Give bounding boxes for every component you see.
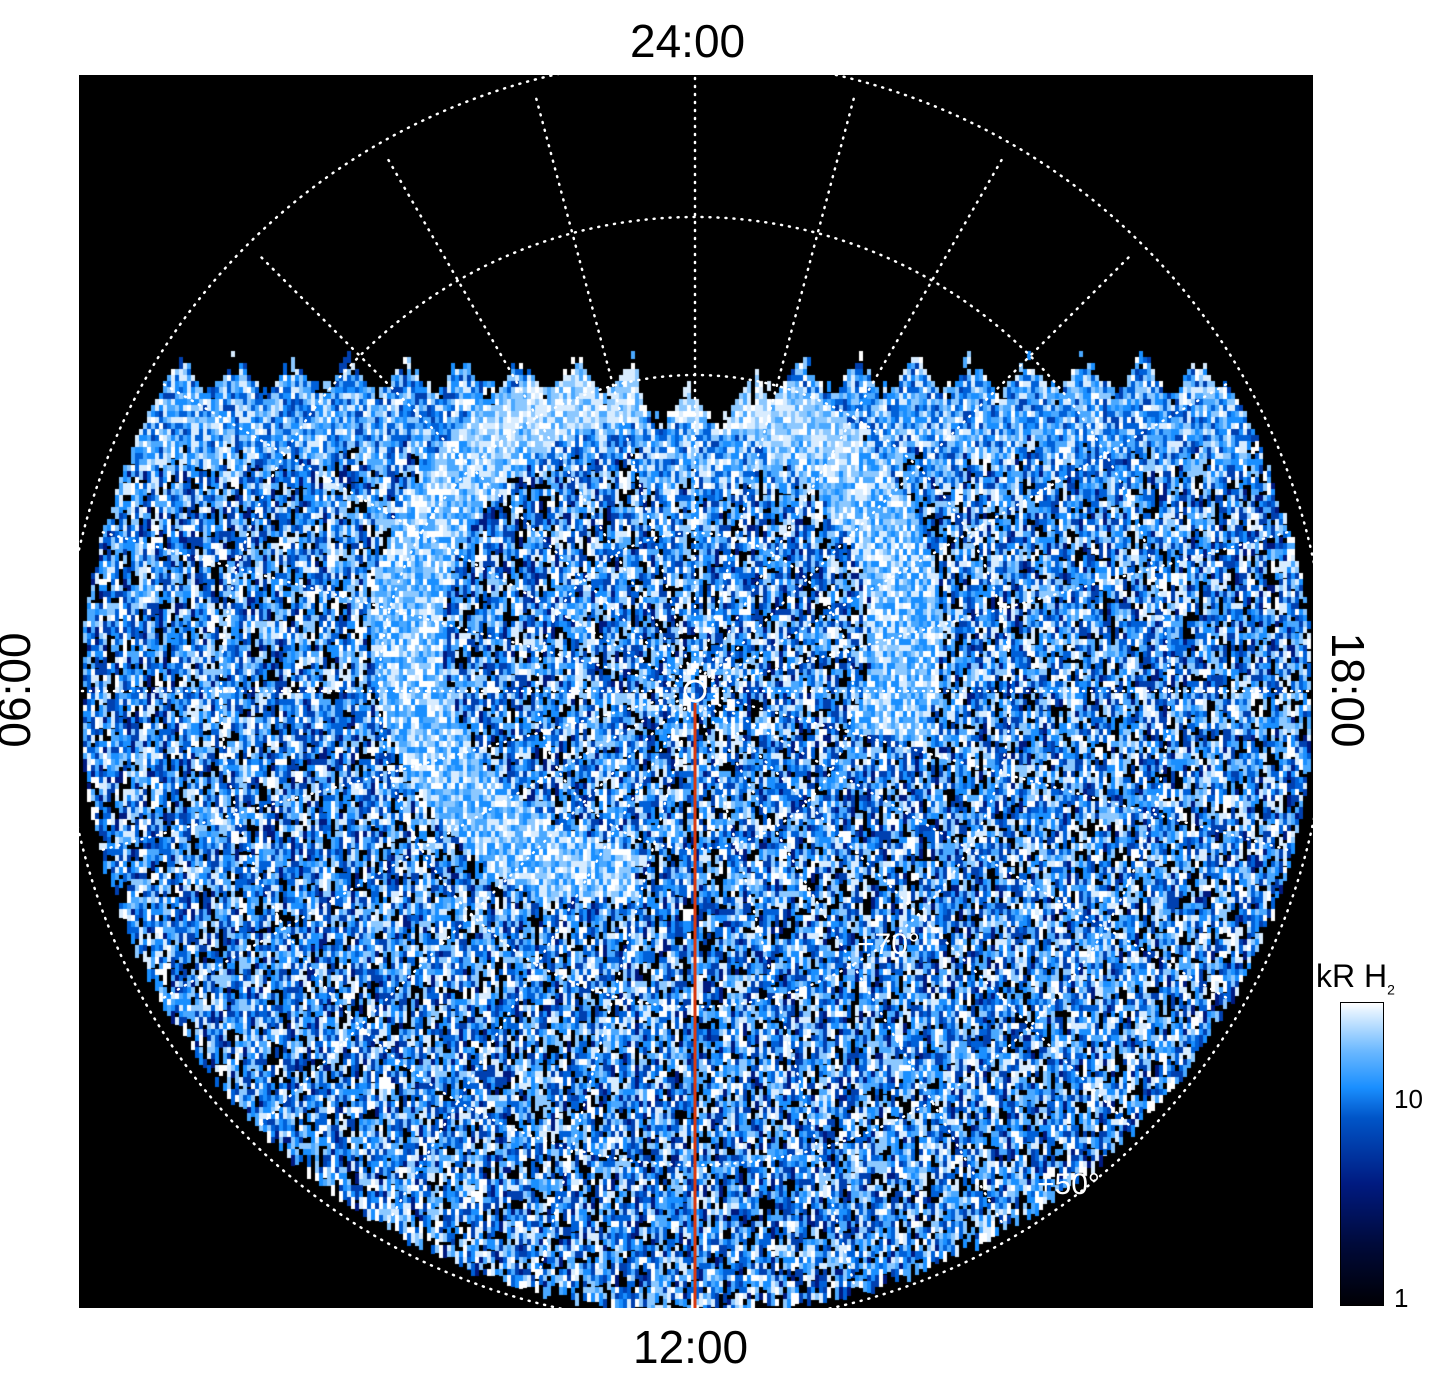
colorbar-title: kR H2 — [1316, 958, 1395, 997]
meridian-line — [703, 156, 1005, 675]
latitude-label-50: +50° — [1037, 1168, 1100, 1201]
colorbar-title-text: kR H — [1316, 958, 1388, 994]
colorbar-tick-1: 1 — [1394, 1283, 1409, 1313]
meridian-line — [534, 94, 692, 673]
meridian-line — [707, 703, 1132, 1128]
local-time-label-bottom: 12:00 — [633, 1321, 749, 1373]
local-time-left-text: 06:00 — [0, 632, 40, 748]
meridian-line — [385, 707, 687, 1226]
meridian-line — [698, 709, 856, 1288]
meridian-line — [258, 254, 683, 679]
meridian-line — [160, 381, 679, 683]
meridian-line — [713, 530, 1292, 688]
meridian-line — [534, 709, 692, 1288]
meridian-line — [711, 381, 1230, 683]
meridian-line — [98, 694, 677, 852]
meridian-line — [713, 694, 1292, 852]
colorbar-title-subscript: 2 — [1387, 981, 1395, 998]
meridian-line — [703, 707, 1005, 1226]
colorbar — [1340, 1002, 1384, 1306]
meridian-line — [98, 530, 677, 688]
meridian-line — [160, 699, 679, 1001]
meridian-line — [698, 94, 856, 673]
local-time-right-text: 18:00 — [1322, 632, 1374, 748]
meridian-line — [707, 254, 1132, 679]
meridian-line — [711, 699, 1230, 1001]
polar-grid — [79, 75, 1313, 1308]
local-time-label-top: 24:00 — [630, 15, 746, 67]
meridian-line — [385, 156, 687, 675]
polar-auroral-map: +70° +50° — [79, 75, 1313, 1308]
meridian-line — [258, 703, 683, 1128]
latitude-label-70: +70° — [857, 928, 920, 961]
pole-marker — [683, 679, 707, 703]
colorbar-tick-10: 10 — [1394, 1084, 1423, 1114]
